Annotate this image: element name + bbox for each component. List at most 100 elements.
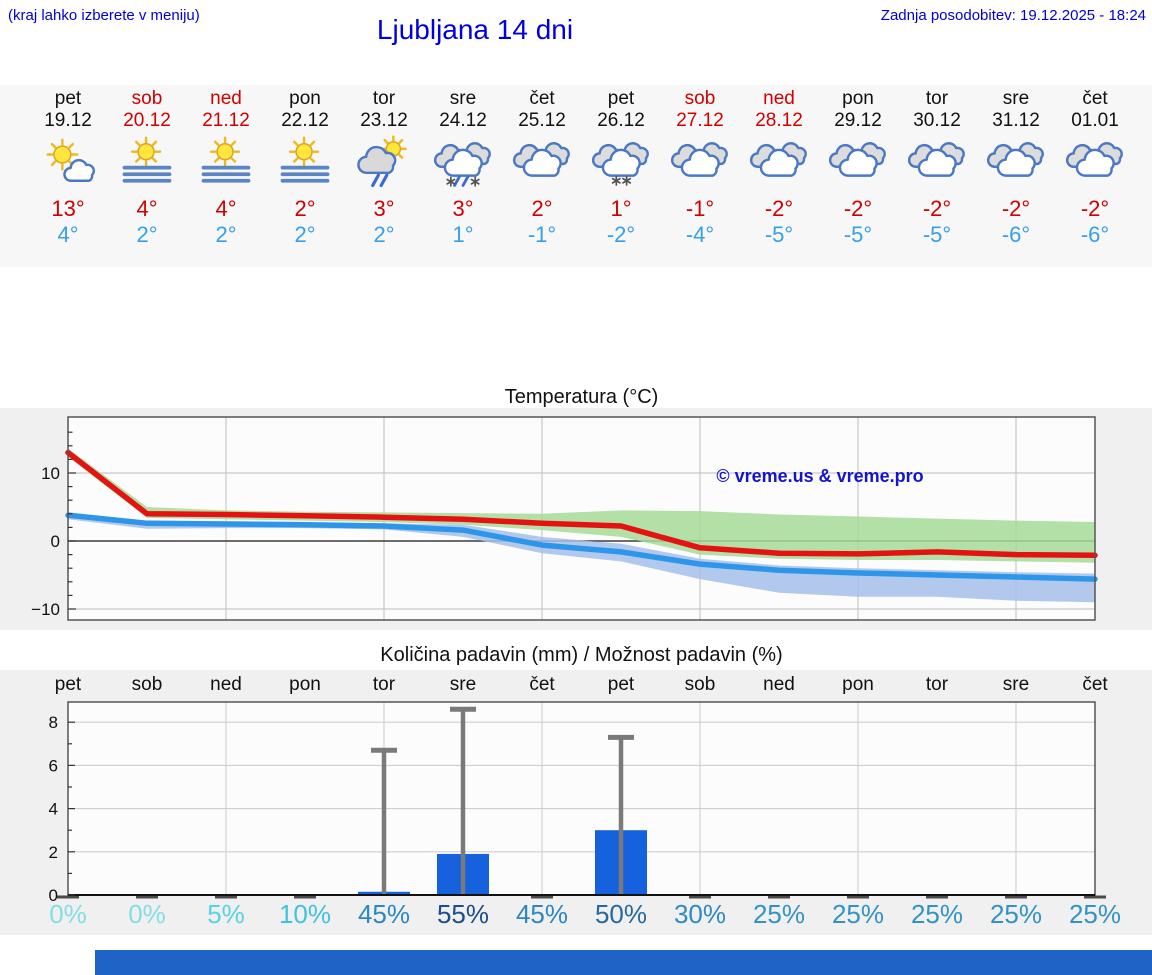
low-temperature: 2° [215,222,237,247]
day-name: pet [54,88,82,109]
high-temperature: -2° [1080,196,1110,221]
weather-icon-cloudy [976,136,1056,190]
day-column: pet 19.12 13° 4° [28,85,108,248]
precip-max-whiskers [371,706,634,895]
high-temperature: 13° [51,196,85,221]
precip-probability: 0% [49,899,87,929]
temp-y-ticks [68,431,76,610]
day-column: tor 23.12 3° 2° [344,85,424,248]
precipitation-chart: 0 2 4 6 8 [49,701,1106,902]
weather-icon-sun-rain [344,135,424,190]
day-date: 29.12 [834,110,882,131]
day-name: ned [763,88,795,109]
precip-day-label: pon [289,674,321,695]
precip-probability: 45% [357,899,411,929]
precip-day-label: pet [54,674,82,695]
precip-day-label: tor [925,674,949,695]
low-temperature: 2° [136,222,158,247]
high-temperature: 2° [294,196,316,221]
weather-icon-fog [107,136,187,190]
day-date: 24.12 [439,110,487,131]
svg-text:−10: −10 [31,600,60,619]
precip-probability: 25% [910,899,964,929]
day-name: pon [842,88,874,109]
day-name: sre [1002,88,1030,109]
day-date: 19.12 [44,110,92,131]
day-column: sre 31.12 -2° -6° [976,85,1056,248]
high-temperature: 4° [136,196,158,221]
low-temperature: -5° [843,222,873,247]
precip-probability: 25% [831,899,885,929]
precip-probability: 0% [128,899,166,929]
day-column: čet 25.12 2° -1° [502,85,582,248]
precipitation-chart-title: Količina padavin (mm) / Možnost padavin … [380,644,783,666]
footer-bar [95,950,1152,975]
low-temperature: -1° [527,222,557,247]
page-title: Ljubljana 14 dni [376,14,574,45]
min-temp-line [65,512,1098,582]
day-column: pet 26.12 1° -2° [581,85,661,248]
weather-icon-cloudy [818,136,898,190]
day-date: 21.12 [202,110,250,131]
day-date: 27.12 [676,110,724,131]
high-temperature: -1° [685,196,715,221]
weather-icon-sleet [423,136,503,190]
temperature-chart: −10 0 10 © vreme.us & vreme.pro [0,408,1152,630]
precip-day-label: tor [372,674,396,695]
precip-y-ticks [68,721,75,896]
low-temperature: -6° [1080,222,1110,247]
day-date: 20.12 [123,110,171,131]
day-column: sob 20.12 4° 2° [107,85,187,248]
day-date: 31.12 [992,110,1040,131]
day-column: pon 22.12 2° 2° [265,85,345,248]
day-column: pon 29.12 -2° -5° [818,85,898,248]
day-column: ned 28.12 -2° -5° [739,85,819,248]
weather-icon-cloudy [1055,136,1135,190]
day-name: ned [210,88,242,109]
weather-icon-fog [265,136,345,190]
day-name: tor [925,88,949,109]
day-name: sob [684,88,716,109]
high-temperature: -2° [764,196,794,221]
precip-probability: 45% [515,899,569,929]
day-column: sob 27.12 -1° -4° [660,85,740,248]
precip-probability: 25% [1068,899,1122,929]
precip-day-label: ned [210,674,242,695]
svg-text:0: 0 [49,886,58,902]
weather-icon-cloudy [739,136,819,190]
max-temp-range-band [68,448,1095,563]
weather-icon-partly-sunny [28,136,108,190]
day-date: 25.12 [518,110,566,131]
temperature-chart-title: Temperatura (°C) [504,386,659,408]
low-temperature: -4° [685,222,715,247]
weather-icon-fog [186,136,266,190]
precip-day-label: sob [131,674,163,695]
low-temperature: -5° [922,222,952,247]
temp-y-labels: −10 0 10 [31,464,60,619]
precip-y-labels: 0 2 4 6 8 [49,713,58,902]
high-temperature: 3° [452,196,474,221]
precip-probability: 25% [752,899,806,929]
day-date: 30.12 [913,110,961,131]
day-date: 22.12 [281,110,329,131]
high-temperature: -2° [843,196,873,221]
precip-probability: 5% [207,899,245,929]
min-temp-range-band [68,512,1095,603]
menu-hint-note: (kraj lahko izberete v meniju) [8,7,200,24]
low-temperature: 2° [373,222,395,247]
day-date: 28.12 [755,110,803,131]
day-date: 23.12 [360,110,408,131]
precip-day-label: sre [1002,674,1030,695]
weather-icon-snow [581,136,661,190]
precip-probability: 10% [278,899,332,929]
day-date: 01.01 [1071,110,1119,131]
low-temperature: -2° [606,222,636,247]
low-temperature: 2° [294,222,316,247]
temp-plot-border [67,416,1096,621]
day-name: čet [1082,88,1108,109]
day-column: sre 24.12 3° 1° [423,85,503,248]
svg-text:8: 8 [49,713,58,732]
low-temperature: -5° [764,222,794,247]
precip-day-label: pon [842,674,874,695]
precip-day-label: sob [684,674,716,695]
